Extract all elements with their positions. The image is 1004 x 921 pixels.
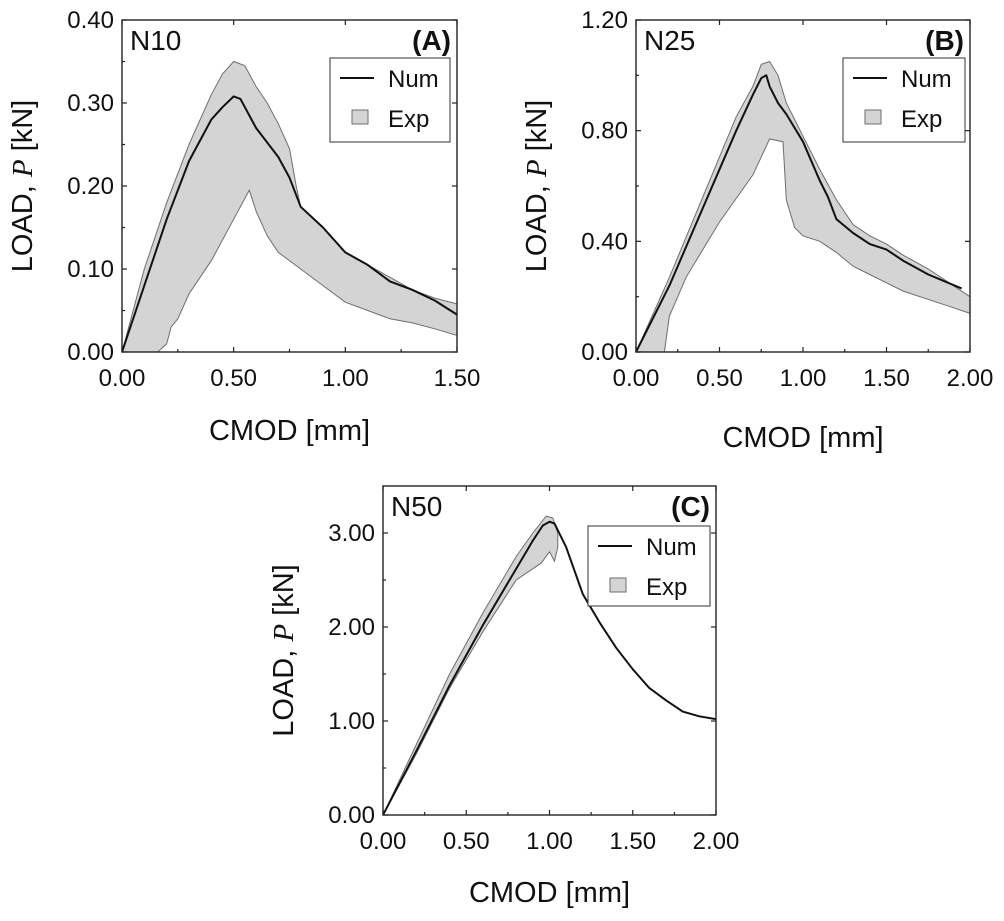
panel-label: (B): [925, 25, 964, 56]
y-tick-label: 0.20: [67, 173, 114, 200]
x-tick-label: 2.00: [947, 365, 994, 392]
legend-label: Num: [646, 534, 697, 561]
x-tick-label: 0.00: [613, 365, 660, 392]
y-tick-label: 3.00: [328, 520, 375, 547]
legend-label: Exp: [388, 106, 429, 133]
legend-patch-swatch: [609, 577, 627, 593]
x-tick-label: 0.50: [210, 365, 257, 392]
y-tick-label: 0.00: [67, 339, 114, 366]
series-num-line: [122, 95, 457, 352]
legend-patch-swatch: [864, 109, 882, 125]
x-tick-label: 1.00: [780, 365, 827, 392]
legend: Num Exp: [329, 57, 451, 143]
series-exp-band: [383, 515, 559, 815]
x-axis-label: CMOD [mm]: [469, 877, 630, 909]
panel-label: (A): [412, 25, 451, 56]
y-tick-label: 1.00: [328, 708, 375, 735]
y-axis-label-unit: [kN]: [268, 564, 300, 624]
x-tick-label: 1.50: [863, 365, 910, 392]
y-tick-label: 0.10: [67, 256, 114, 283]
plot-area: [636, 60, 970, 352]
y-axis-label-prefix: LOAD,: [521, 177, 553, 272]
x-tick-label: 2.00: [693, 828, 740, 855]
y-tick-label: 0.80: [581, 118, 628, 145]
panel-label: (C): [671, 491, 710, 522]
legend: Num Exp: [587, 525, 711, 607]
y-axis-label-unit: [kN]: [7, 100, 39, 160]
legend-label: Num: [388, 66, 439, 93]
legend-box: [587, 525, 711, 607]
y-axis-label: LOAD, P [kN]: [268, 564, 300, 736]
x-tick-label: 1.50: [609, 828, 656, 855]
legend-box: [842, 57, 966, 143]
y-axis-label-prefix: LOAD,: [7, 177, 39, 272]
y-axis-label-variable: P: [521, 159, 553, 178]
y-tick-label: 0.40: [581, 228, 628, 255]
y-tick-label: 2.00: [328, 614, 375, 641]
y-tick-label: 0.00: [328, 802, 375, 829]
y-tick-label: 0.00: [581, 339, 628, 366]
legend-label: Num: [901, 66, 952, 93]
specimen-label: N25: [644, 25, 695, 56]
specimen-label: N10: [130, 25, 181, 56]
series-exp-band: [122, 60, 457, 352]
x-tick-label: 1.00: [322, 365, 369, 392]
plot-area: [122, 60, 457, 352]
series-exp-band: [636, 60, 970, 352]
y-axis-label-variable: P: [268, 624, 300, 643]
x-tick-label: 1.50: [434, 365, 481, 392]
y-tick-label: 0.30: [67, 90, 114, 117]
x-axis-label: CMOD [mm]: [722, 422, 883, 454]
legend-box: [329, 57, 451, 143]
x-tick-label: 0.00: [99, 365, 146, 392]
y-axis-label-unit: [kN]: [521, 100, 553, 160]
legend: Num Exp: [842, 57, 966, 143]
legend-label: Exp: [646, 574, 687, 601]
plot-area: [383, 515, 716, 815]
chart-panel-c: 0.00 0.50 1.00 1.50 2.00 0.00 1.00 2.00 3.00 CMOD…: [268, 485, 740, 909]
legend-label: Exp: [901, 106, 942, 133]
x-tick-label: 0.00: [360, 828, 407, 855]
chart-panel-a: 0.00 0.50 1.00 1.50 0.00 0.10 0.20 0.30 0.40 CMOD…: [7, 7, 480, 447]
chart-panel-b: 0.00 0.50 1.00 1.50 2.00 0.00 0.40 0.80 1.20 CMOD…: [521, 7, 993, 454]
series-num-line: [636, 74, 962, 352]
legend-patch-swatch: [351, 109, 369, 125]
y-axis-label-prefix: LOAD,: [268, 642, 300, 737]
y-tick-label: 1.20: [581, 7, 628, 34]
series-num-line: [383, 520, 716, 815]
y-axis-label-variable: P: [7, 159, 39, 178]
specimen-label: N50: [391, 491, 442, 522]
y-tick-label: 0.40: [67, 7, 114, 34]
x-tick-label: 0.50: [696, 365, 743, 392]
x-tick-label: 1.00: [526, 828, 573, 855]
y-axis-label: LOAD, P [kN]: [7, 100, 39, 272]
x-axis-label: CMOD [mm]: [209, 415, 370, 447]
x-tick-label: 0.50: [443, 828, 490, 855]
y-axis-label: LOAD, P [kN]: [521, 100, 553, 272]
